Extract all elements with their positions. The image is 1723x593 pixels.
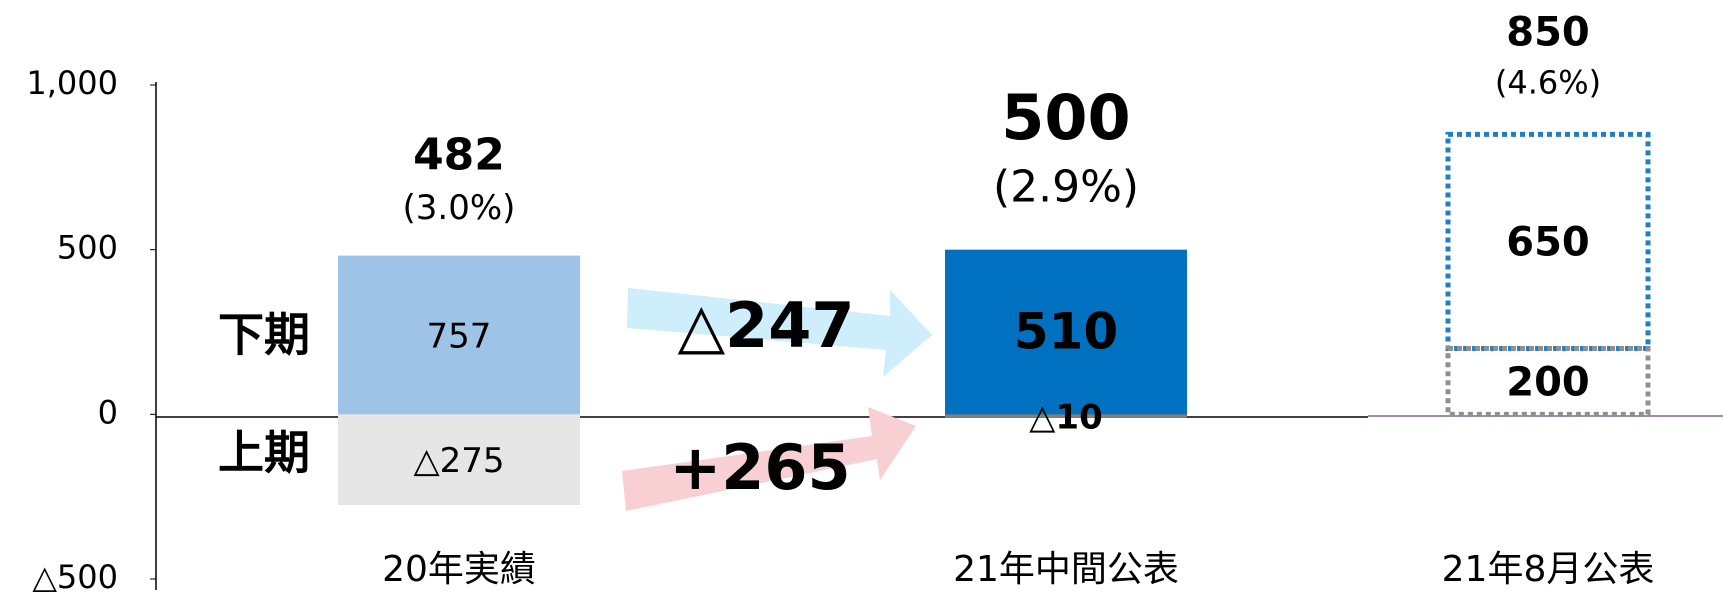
bar-segment	[945, 414, 1187, 418]
percentage-label: (2.9%)	[993, 162, 1139, 213]
y-tick-label: 500	[57, 229, 118, 267]
value-label: 757	[427, 316, 492, 356]
value-label: 510	[1014, 303, 1118, 361]
y-tick-label: △500	[32, 558, 118, 593]
y-tick-label: 1,000	[26, 64, 118, 102]
bar-segment	[338, 414, 580, 505]
arrow	[627, 288, 932, 377]
percentage-label: (3.0%)	[403, 188, 516, 228]
value-label: 200	[1506, 359, 1590, 405]
value-label: 650	[1506, 219, 1590, 265]
value-label: △10	[1029, 397, 1102, 437]
series-label: 下期	[218, 308, 310, 362]
arrow	[622, 407, 916, 511]
annotation: △247	[677, 289, 854, 362]
total-label: 482	[413, 130, 505, 181]
x-tick-label: 21年中間公表	[953, 549, 1179, 590]
annotation: +265	[669, 431, 850, 504]
bar-segment	[1445, 345, 1651, 417]
total-label: 500	[1001, 81, 1130, 154]
percentage-label: (4.6%)	[1495, 63, 1601, 101]
bar-segment	[945, 249, 1187, 418]
y-tick-label: 0	[98, 393, 118, 431]
x-tick-label: 20年実績	[382, 549, 536, 590]
x-tick-label: 21年8月公表	[1442, 549, 1655, 590]
series-label: 上期	[218, 426, 310, 480]
value-label: △275	[413, 441, 504, 481]
total-label: 850	[1506, 9, 1590, 55]
